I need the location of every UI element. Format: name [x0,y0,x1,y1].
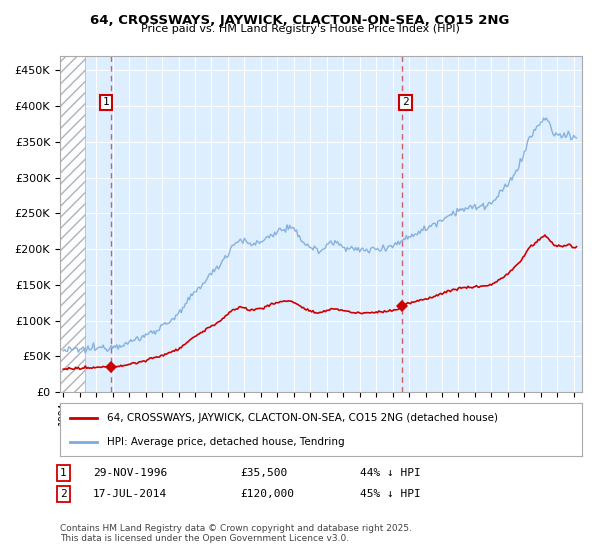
Text: 2: 2 [402,97,409,108]
Text: 64, CROSSWAYS, JAYWICK, CLACTON-ON-SEA, CO15 2NG (detached house): 64, CROSSWAYS, JAYWICK, CLACTON-ON-SEA, … [107,413,498,423]
Text: £120,000: £120,000 [240,489,294,499]
Text: 1: 1 [60,468,67,478]
Text: Price paid vs. HM Land Registry's House Price Index (HPI): Price paid vs. HM Land Registry's House … [140,24,460,34]
Text: 1: 1 [103,97,110,108]
Text: Contains HM Land Registry data © Crown copyright and database right 2025.
This d: Contains HM Land Registry data © Crown c… [60,524,412,543]
Text: 44% ↓ HPI: 44% ↓ HPI [360,468,421,478]
Text: 64, CROSSWAYS, JAYWICK, CLACTON-ON-SEA, CO15 2NG: 64, CROSSWAYS, JAYWICK, CLACTON-ON-SEA, … [91,14,509,27]
Text: £35,500: £35,500 [240,468,287,478]
Text: 17-JUL-2014: 17-JUL-2014 [93,489,167,499]
Text: 2: 2 [60,489,67,499]
Text: HPI: Average price, detached house, Tendring: HPI: Average price, detached house, Tend… [107,436,344,446]
Bar [60,56,85,392]
Text: 45% ↓ HPI: 45% ↓ HPI [360,489,421,499]
Text: 29-NOV-1996: 29-NOV-1996 [93,468,167,478]
